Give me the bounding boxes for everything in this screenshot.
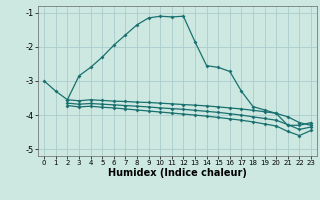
X-axis label: Humidex (Indice chaleur): Humidex (Indice chaleur) (108, 168, 247, 178)
